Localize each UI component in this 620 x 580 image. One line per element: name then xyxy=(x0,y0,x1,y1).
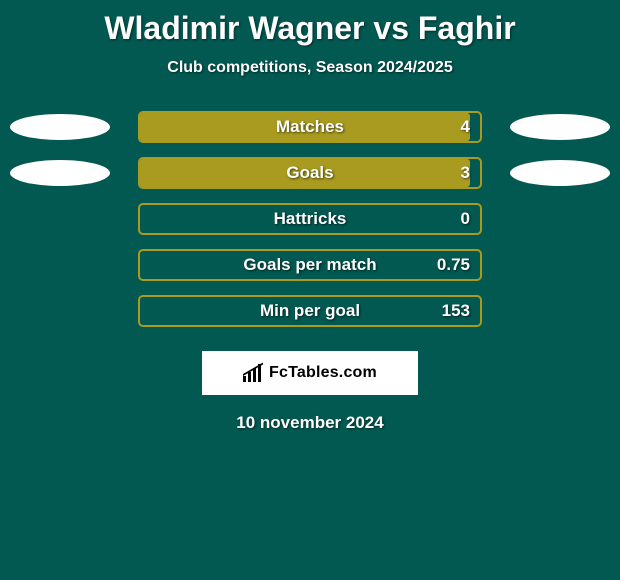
left-marker-ellipse xyxy=(10,114,110,140)
stat-label: Goals per match xyxy=(138,249,482,281)
stat-row: Goals 3 xyxy=(10,157,610,189)
stat-bar: Min per goal 153 xyxy=(138,295,482,327)
right-marker-ellipse xyxy=(510,160,610,186)
stat-bar: Hattricks 0 xyxy=(138,203,482,235)
chart-icon xyxy=(243,364,263,382)
stat-row: Matches 4 xyxy=(10,111,610,143)
stat-bar: Matches 4 xyxy=(138,111,482,143)
stats-rows: Matches 4 Goals 3 Hattricks 0 xyxy=(0,111,620,327)
stat-row: Hattricks 0 xyxy=(10,203,610,235)
left-marker-ellipse xyxy=(10,160,110,186)
stat-value: 153 xyxy=(442,295,470,327)
stat-value: 0 xyxy=(461,203,470,235)
brand-text: FcTables.com xyxy=(269,364,377,382)
stat-label: Matches xyxy=(138,111,482,143)
stat-row: Min per goal 153 xyxy=(10,295,610,327)
footer-date: 10 november 2024 xyxy=(236,413,383,433)
stat-value: 0.75 xyxy=(437,249,470,281)
stat-bar: Goals per match 0.75 xyxy=(138,249,482,281)
comparison-infographic: Wladimir Wagner vs Faghir Club competiti… xyxy=(0,0,620,433)
stat-label: Hattricks xyxy=(138,203,482,235)
brand-badge: FcTables.com xyxy=(202,351,418,395)
right-marker-ellipse xyxy=(510,114,610,140)
stat-label: Min per goal xyxy=(138,295,482,327)
stat-value: 3 xyxy=(461,157,470,189)
page-subtitle: Club competitions, Season 2024/2025 xyxy=(167,59,452,77)
page-title: Wladimir Wagner vs Faghir xyxy=(104,10,515,47)
stat-row: Goals per match 0.75 xyxy=(10,249,610,281)
stat-value: 4 xyxy=(461,111,470,143)
stat-bar: Goals 3 xyxy=(138,157,482,189)
stat-label: Goals xyxy=(138,157,482,189)
